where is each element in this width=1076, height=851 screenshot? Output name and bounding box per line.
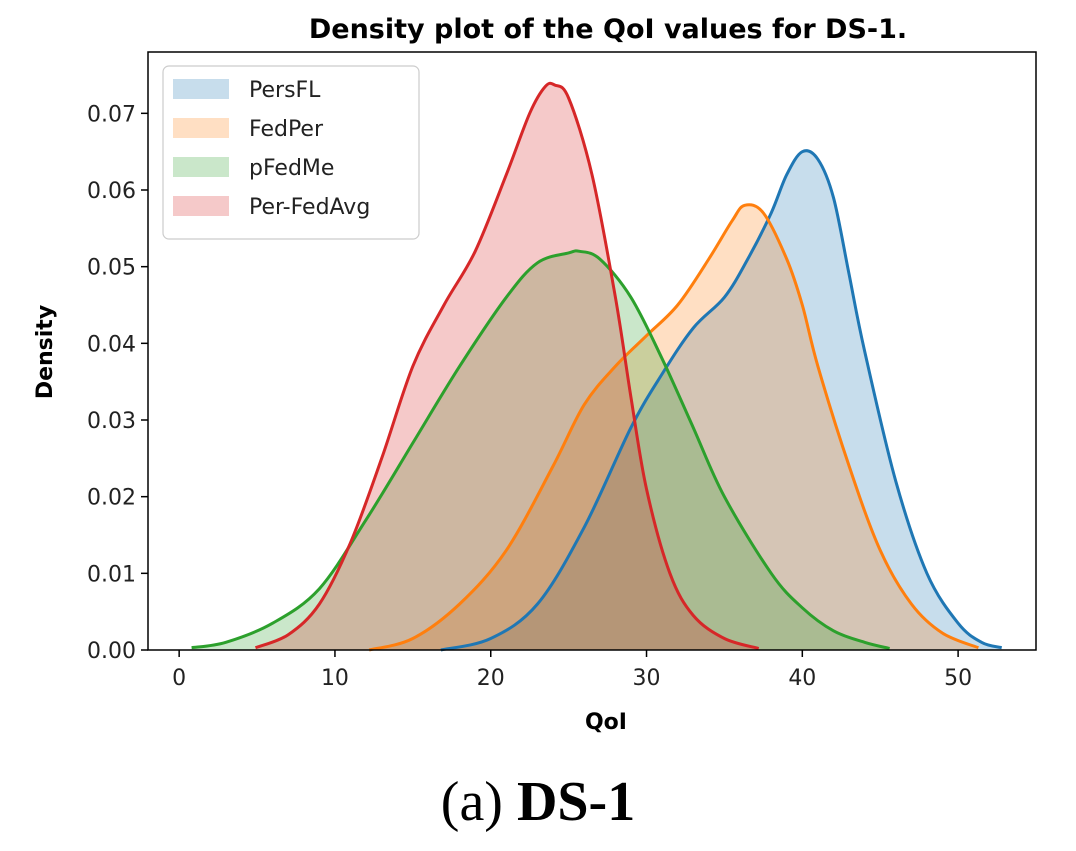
x-axis-ticks: 0 10 20 30 40 50 [172, 650, 972, 691]
y-tick-label: 0.03 [87, 409, 136, 434]
y-tick-label: 0.04 [87, 332, 136, 357]
y-axis-label: Density [33, 305, 58, 399]
figure-caption: (a) DS-1 [0, 770, 1076, 834]
x-tick-label: 0 [172, 666, 186, 691]
x-tick-label: 20 [477, 666, 505, 691]
caption-prefix: (a) [440, 771, 503, 833]
y-tick-label: 0.01 [87, 562, 136, 587]
legend-label-pfedme: pFedMe [249, 156, 334, 181]
y-tick-label: 0.07 [87, 102, 136, 127]
density-line-fedper [368, 203, 979, 652]
legend-swatch-persfl [173, 79, 229, 99]
caption-label: DS-1 [516, 771, 636, 833]
legend-label-per-fedavg: Per-FedAvg [249, 195, 370, 220]
chart-title: Density plot of the QoI values for DS-1. [309, 14, 907, 45]
plot-frame [147, 51, 1037, 651]
y-tick-label: 0.02 [87, 486, 136, 511]
density-fill-persfl [440, 150, 1002, 650]
density-fill-per-fedavg [255, 83, 759, 651]
legend-label-persfl: PersFL [249, 78, 321, 103]
legend: PersFL FedPer pFedMe Per-FedAvg [162, 65, 420, 240]
y-tick-label: 0.00 [87, 639, 136, 664]
density-line-persfl [440, 149, 1003, 652]
lines-layer [191, 81, 1003, 652]
x-tick-label: 10 [321, 666, 349, 691]
y-tick-label: 0.06 [87, 179, 136, 204]
density-line-pfedme [191, 249, 890, 650]
fills-layer [191, 83, 1002, 651]
y-axis-ticks: 0.00 0.01 0.02 0.03 0.04 0.05 0.06 0.07 [87, 102, 148, 664]
legend-box [162, 65, 420, 240]
x-tick-label: 30 [633, 666, 661, 691]
legend-swatch-pfedme [173, 157, 229, 177]
x-tick-label: 40 [788, 666, 816, 691]
density-fill-fedper [369, 204, 979, 650]
legend-swatch-per-fedavg [173, 196, 229, 216]
density-fill-pfedme [191, 250, 890, 650]
y-tick-label: 0.05 [87, 256, 136, 281]
x-axis-label: QoI [585, 710, 627, 735]
density-line-per-fedavg [254, 81, 760, 650]
legend-label-fedper: FedPer [249, 117, 324, 142]
legend-swatch-fedper [173, 118, 229, 138]
x-tick-label: 50 [944, 666, 972, 691]
